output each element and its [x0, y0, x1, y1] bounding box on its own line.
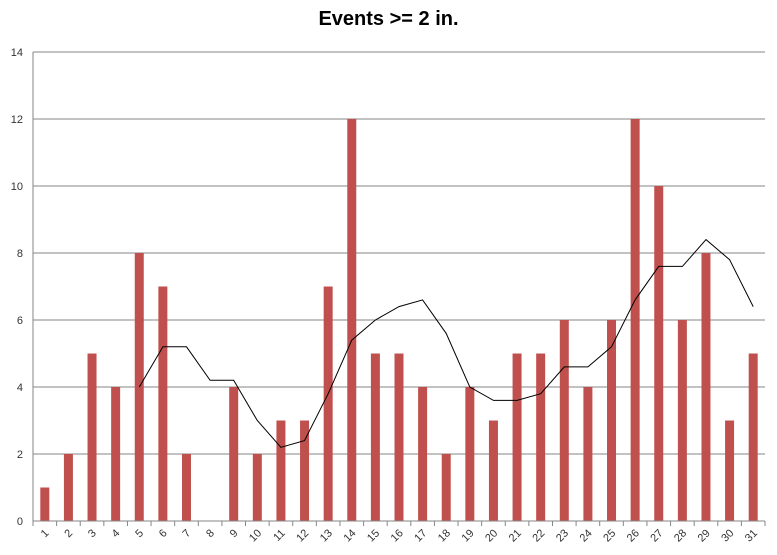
- x-tick-label: 11: [271, 527, 288, 544]
- y-tick-label: 12: [11, 114, 23, 126]
- bar: [677, 320, 687, 521]
- y-tick-label: 2: [17, 449, 23, 461]
- bar: [63, 454, 73, 521]
- bar: [488, 420, 498, 521]
- x-tick-label: 6: [157, 527, 170, 540]
- bar: [654, 186, 664, 521]
- x-tick-label: 4: [110, 527, 123, 540]
- bar: [323, 286, 333, 521]
- bar: [111, 387, 121, 521]
- y-tick-label: 4: [17, 382, 23, 394]
- bar: [252, 454, 262, 521]
- bar: [512, 353, 522, 521]
- x-tick-label: 30: [719, 527, 736, 544]
- x-tick-label: 12: [294, 527, 311, 544]
- bar: [181, 454, 191, 521]
- y-tick-label: 8: [17, 248, 23, 260]
- bar: [559, 320, 569, 521]
- bar: [40, 487, 50, 521]
- bar: [701, 253, 711, 521]
- bar: [418, 387, 428, 521]
- bar: [300, 420, 310, 521]
- x-tick-label: 15: [365, 527, 382, 544]
- x-tick-label: 27: [648, 527, 665, 544]
- x-tick-label: 19: [460, 527, 477, 544]
- x-tick-label: 25: [601, 527, 618, 544]
- x-tick-label: 2: [62, 527, 75, 540]
- y-tick-label: 6: [17, 315, 23, 327]
- bar: [370, 353, 380, 521]
- x-tick-label: 9: [228, 527, 241, 540]
- bar: [87, 353, 97, 521]
- x-tick-label: 24: [578, 527, 595, 544]
- x-tick-label: 21: [507, 527, 524, 544]
- bar: [347, 119, 357, 521]
- line-layer: [138, 238, 754, 448]
- x-tick-label: 17: [412, 527, 429, 544]
- bar: [536, 353, 546, 521]
- x-tick-label: 8: [204, 527, 217, 540]
- x-tick-label: 28: [672, 527, 689, 544]
- x-tick-label: 3: [86, 527, 99, 540]
- x-tick-label: 22: [530, 527, 547, 544]
- x-tick-label: 29: [696, 527, 713, 544]
- x-tick-label: 14: [341, 527, 358, 544]
- bar: [441, 454, 451, 521]
- bar: [276, 420, 286, 521]
- x-tick-label: 7: [181, 527, 194, 540]
- y-tick-label: 14: [11, 47, 23, 59]
- x-tick-label: 13: [318, 527, 335, 544]
- bar: [394, 353, 404, 521]
- x-tick-label: 1: [39, 527, 52, 540]
- bar: [630, 119, 640, 521]
- moving-average-line: [138, 238, 754, 448]
- x-tick-label: 26: [625, 527, 642, 544]
- bar-layer: [40, 119, 758, 521]
- bar: [158, 286, 168, 521]
- x-tick-label: 23: [554, 527, 571, 544]
- axis-layer: [32, 52, 766, 526]
- y-tick-label: 10: [11, 181, 23, 193]
- x-tick-label: 10: [247, 527, 264, 544]
- x-tick-label: 5: [133, 527, 146, 540]
- bar: [583, 387, 593, 521]
- bar: [725, 420, 735, 521]
- bar: [748, 353, 758, 521]
- bar: [607, 320, 617, 521]
- x-tick-label: 20: [483, 527, 500, 544]
- x-tick-label: 16: [389, 527, 406, 544]
- bar: [134, 253, 144, 521]
- x-tick-label: 31: [743, 527, 760, 544]
- y-tick-label: 0: [17, 516, 23, 528]
- bar: [229, 387, 239, 521]
- x-tick-label: 18: [436, 527, 453, 544]
- bar: [465, 387, 475, 521]
- chart-title: Events >= 2 in.: [318, 8, 459, 30]
